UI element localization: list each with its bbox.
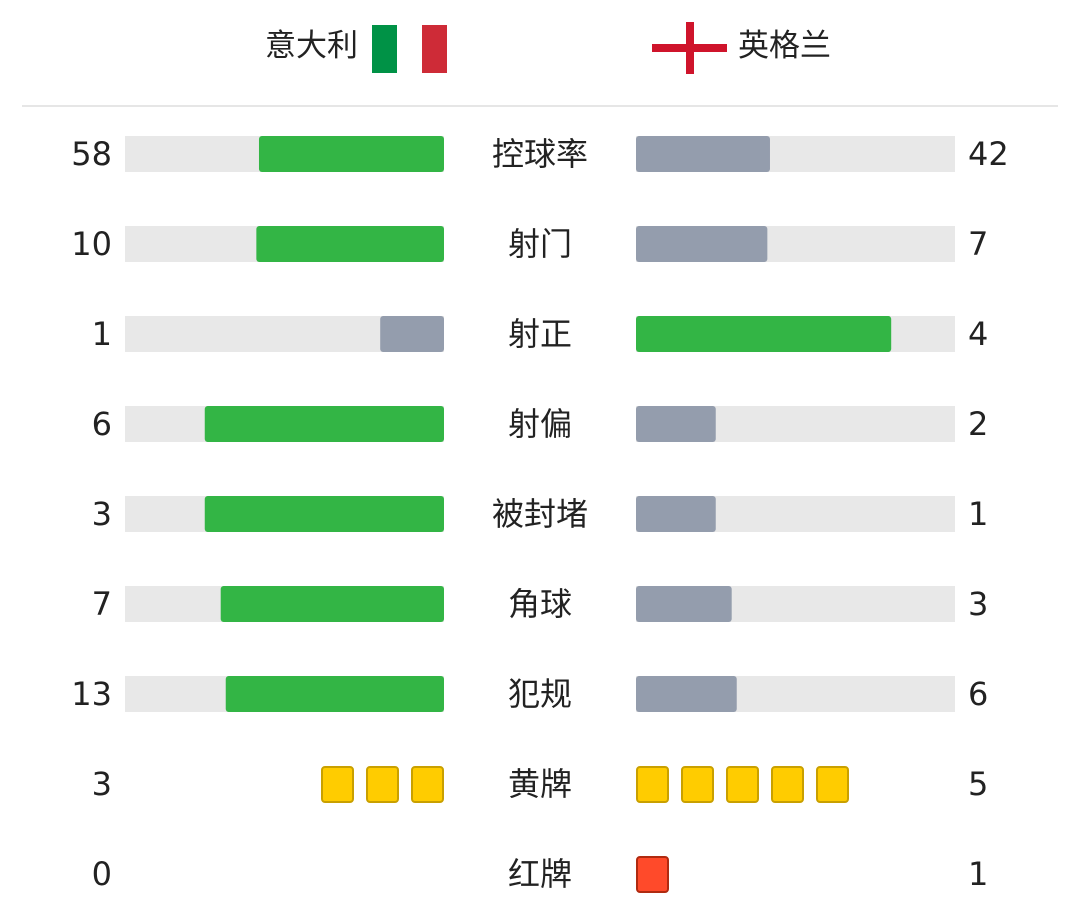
away-card [726,766,759,803]
home-value: 13 [71,675,112,713]
away-team-name: 英格兰 [738,28,831,64]
away-value: 1 [968,495,988,533]
away-bar [636,226,768,262]
home-bar [220,586,444,622]
stat-label: 角球 [508,585,572,623]
england-flag [652,22,727,74]
stat-label: 犯规 [508,675,572,713]
stat-label: 红牌 [508,855,572,893]
away-card [816,766,849,803]
home-value: 0 [92,855,112,893]
home-value: 10 [71,225,112,263]
away-bar [636,496,716,532]
away-bar [636,316,892,352]
home-value: 58 [71,135,112,173]
home-team-name: 意大利 [265,28,358,64]
home-value: 1 [92,315,112,353]
away-value: 2 [968,405,988,443]
away-card [681,766,714,803]
home-bar [258,136,444,172]
stat-label: 黄牌 [508,765,572,803]
stat-label: 射偏 [508,405,572,443]
away-bar [636,586,732,622]
italy-flag [372,25,447,73]
away-value: 5 [968,765,988,803]
away-card [636,766,669,803]
away-value: 42 [968,135,1009,173]
home-bar [256,226,444,262]
away-value: 4 [968,315,988,353]
stat-label: 控球率 [492,135,588,173]
stat-label: 射正 [508,315,572,353]
home-card [411,766,444,803]
home-value: 6 [92,405,112,443]
home-value: 3 [92,495,112,533]
away-value: 1 [968,855,988,893]
home-bar [204,496,444,532]
home-bar [204,406,444,442]
away-bar [636,676,737,712]
home-bar [225,676,444,712]
away-value: 7 [968,225,988,263]
away-value: 6 [968,675,988,713]
stat-label: 射门 [508,225,572,263]
away-bar [636,136,770,172]
home-bar [380,316,444,352]
away-card [636,856,669,893]
stat-label: 被封堵 [492,495,588,533]
home-value: 7 [92,585,112,623]
away-bar [636,406,716,442]
home-card [366,766,399,803]
away-card [771,766,804,803]
away-value: 3 [968,585,988,623]
home-value: 3 [92,765,112,803]
home-card [321,766,354,803]
